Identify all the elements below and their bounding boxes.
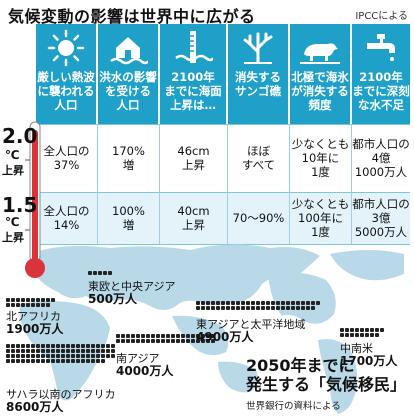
deg-1-5-label: 上昇 — [2, 231, 24, 244]
column-coral: 消失する サンゴ礁 — [228, 24, 288, 124]
deg-2-0-unit: ℃ — [5, 148, 20, 162]
region-east-asia-pacific: 東アジアと太平洋地域 4900万人 — [196, 318, 305, 344]
region-value: 500万人 — [88, 292, 138, 306]
region-value: 4000万人 — [116, 364, 174, 378]
column-water: 2100年 までに深刻 な水不足 — [352, 24, 410, 124]
deg-2-0-label: 上昇 — [2, 164, 24, 177]
row-divider — [36, 244, 410, 245]
deg-1-5-unit: ℃ — [5, 215, 20, 229]
coral-icon — [228, 26, 288, 70]
region-name: 北アフリカ — [6, 310, 61, 323]
region-latin-america: 中南米 1700万人 — [340, 342, 397, 368]
region-value: 4900万人 — [196, 330, 254, 344]
region-value: 1900万人 — [6, 322, 64, 336]
region-name: サハラ以南のアフリカ — [6, 388, 116, 401]
row-divider — [36, 192, 410, 193]
column-flood: 洪水の影響 を受ける 人口 — [98, 24, 158, 124]
region-name: 南アジア — [116, 352, 160, 365]
cell-2-0-heatwave: 全人口の 37% — [43, 144, 90, 172]
dot-cluster-east-europe — [88, 271, 112, 275]
region-sub-saharan-africa: サハラ以南のアフリカ 8600万人 — [6, 388, 116, 414]
cell-2-0-coral: ほぼ すべて — [241, 144, 276, 172]
dot-cluster-north-africa — [6, 298, 55, 307]
column-heatwave: 厳しい熱波 に襲われる 人口 — [36, 24, 96, 124]
dot-cluster-latin-america — [340, 328, 384, 337]
cell-2-0-sealevel: 46cm 上昇 — [177, 144, 210, 172]
column-divider — [227, 124, 228, 244]
region-north-africa: 北アフリカ 1900万人 — [6, 310, 63, 336]
deg-2-0-number: 2.0 — [2, 124, 38, 148]
region-value: 1700万人 — [340, 354, 398, 368]
column-divider — [351, 124, 352, 244]
source-note: IPCCによる — [355, 11, 408, 22]
cell-1-5-heatwave: 全人口の 14% — [43, 204, 90, 232]
cell-1-5-sealevel: 40cm 上昇 — [177, 204, 210, 232]
map-source-note: 世界銀行の資料による — [246, 401, 341, 412]
cell-2-0-arctic: 少なくとも 10年に 1度 — [291, 137, 350, 179]
dot-cluster-south-asia — [116, 334, 215, 343]
row-2-0-background — [36, 124, 410, 192]
column-label: 北極で海氷 が消失する 頻度 — [291, 70, 349, 112]
column-label: 洪水の影響 を受ける 人口 — [99, 70, 157, 112]
region-south-asia: 南アジア 4000万人 — [116, 352, 173, 378]
thermometer-icon — [25, 121, 45, 278]
flooded-house-icon — [98, 26, 158, 70]
cell-2-0-water: 都市人口の 4億 1000万人 — [352, 137, 410, 179]
sun-icon — [36, 26, 96, 70]
column-sealevel: 2100年 までに海面 上昇は… — [160, 24, 226, 124]
column-label: 厳しい熱波 に襲われる 人口 — [37, 70, 95, 112]
region-name: 東アジアと太平洋地域 — [196, 318, 306, 331]
polar-bear-icon — [290, 26, 350, 70]
column-label: 2100年 までに深刻 な水不足 — [352, 70, 410, 112]
column-label: 2100年 までに海面 上昇は… — [164, 70, 222, 112]
region-name: 中南米 — [340, 342, 373, 355]
column-label: 消失する サンゴ礁 — [235, 70, 281, 98]
dot-cluster-sub-saharan-africa — [6, 344, 115, 363]
row-divider — [36, 124, 410, 125]
cell-1-5-coral: 70～90% — [232, 211, 285, 225]
deg-1-5-number: 1.5 — [2, 193, 38, 217]
faucet-icon — [352, 26, 410, 70]
cell-1-5-flood: 100% 増 — [112, 204, 145, 232]
column-divider — [289, 124, 290, 244]
row-1-5-background — [36, 192, 410, 244]
cell-1-5-arctic: 少なくとも 100年に 1度 — [291, 197, 350, 239]
column-divider — [97, 124, 98, 244]
column-arctic: 北極で海氷 が消失する 頻度 — [290, 24, 350, 124]
page-title: 気候変動の影響は世界中に広がる — [8, 7, 256, 26]
sea-level-gauge-icon — [160, 26, 226, 70]
cell-1-5-water: 都市人口の 3億 5000万人 — [352, 197, 410, 239]
column-divider — [159, 124, 160, 244]
region-east-europe-central-asia: 東欧と中央アジア 500万人 — [88, 280, 176, 306]
cell-2-0-flood: 170% 増 — [112, 144, 145, 172]
dot-cluster-east-asia — [196, 301, 320, 310]
climate-migrants-headline: 2050年までに 発生する「気候移民」 — [246, 356, 407, 394]
region-name: 東欧と中央アジア — [88, 280, 176, 293]
region-value: 8600万人 — [6, 400, 64, 414]
